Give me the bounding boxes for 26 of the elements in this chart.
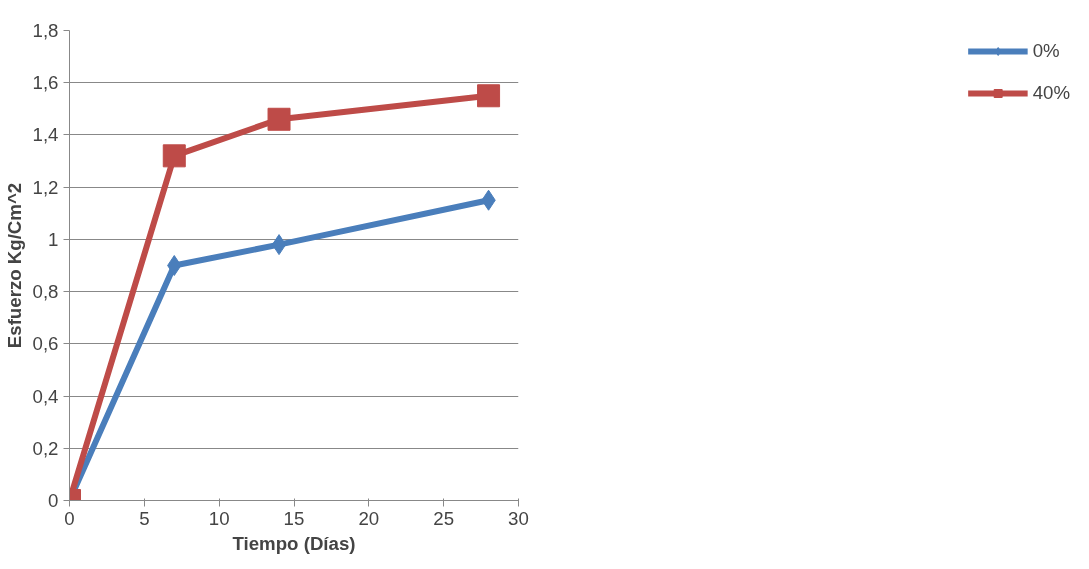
y-tick-label: 1,4 <box>32 124 59 146</box>
point <box>162 144 186 168</box>
point <box>267 107 291 131</box>
y-tick-label: 0,4 <box>32 385 59 407</box>
x-axis-title: Tiempo (Días) <box>232 532 356 554</box>
point <box>271 234 287 256</box>
y-tick-label: 0,6 <box>32 333 59 355</box>
x-tick-label: 15 <box>283 507 305 529</box>
x-tick-label: 0 <box>64 507 75 529</box>
y-tick-label: 1,6 <box>32 72 59 94</box>
y-tick-label: 1 <box>48 228 59 250</box>
x-tick-label: 30 <box>508 507 529 529</box>
y-tick-label: 0 <box>48 490 59 511</box>
legend-label: 40% <box>1032 82 1070 104</box>
x-tick-label: 20 <box>358 507 380 529</box>
x-tick-label: 10 <box>208 507 230 529</box>
y-tick-label: 0,2 <box>32 437 59 459</box>
y-tick-label: 1,8 <box>32 20 59 41</box>
y-tick-label: 1,2 <box>32 176 59 198</box>
x-tick-label: 5 <box>139 507 150 529</box>
y-axis-title: Esfuerzo Kg/Cm^2 <box>3 182 25 349</box>
point <box>167 255 182 276</box>
point <box>477 84 501 108</box>
legend-label: 0% <box>1032 40 1060 62</box>
x-tick-label: 25 <box>433 507 455 529</box>
y-tick-label: 0,8 <box>32 281 59 303</box>
